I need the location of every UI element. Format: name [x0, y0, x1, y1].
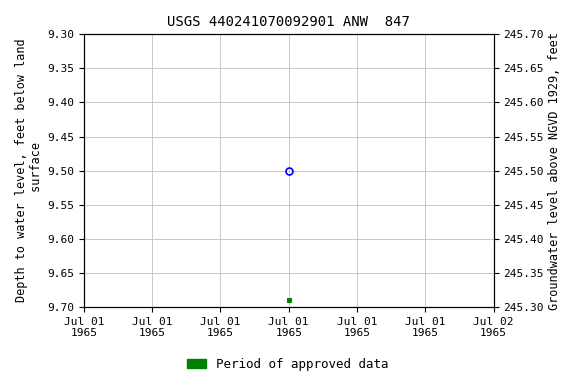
- Legend: Period of approved data: Period of approved data: [183, 353, 393, 376]
- Y-axis label: Groundwater level above NGVD 1929, feet: Groundwater level above NGVD 1929, feet: [548, 32, 561, 310]
- Title: USGS 440241070092901 ANW  847: USGS 440241070092901 ANW 847: [167, 15, 410, 29]
- Y-axis label: Depth to water level, feet below land
 surface: Depth to water level, feet below land su…: [15, 39, 43, 303]
